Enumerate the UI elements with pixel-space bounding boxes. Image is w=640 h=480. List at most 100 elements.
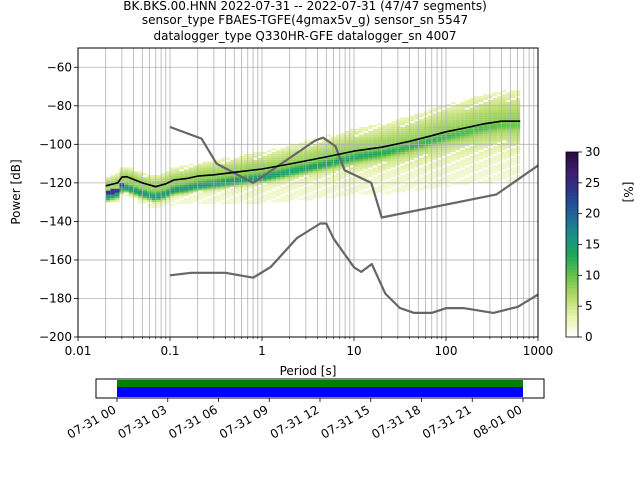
heatmap-cell — [326, 186, 332, 189]
heatmap-cell — [437, 175, 442, 178]
heatmap-cell — [326, 163, 332, 166]
heatmap-cell — [124, 169, 129, 172]
heatmap-cell — [441, 119, 447, 122]
heatmap-cell — [358, 146, 364, 149]
heatmap-cell — [405, 152, 410, 154]
heatmap-cell — [312, 152, 318, 154]
heatmap-cell — [299, 159, 304, 162]
heatmap-cell — [165, 198, 171, 201]
heatmap-cell — [183, 175, 189, 178]
heatmap-cell — [506, 113, 511, 116]
heatmap-cell — [474, 157, 479, 160]
heatmap-cell — [409, 148, 415, 151]
heatmap-cell — [133, 171, 138, 174]
heatmap-cell — [225, 175, 231, 178]
heatmap-cell — [492, 123, 498, 126]
heatmap-cell — [483, 128, 488, 131]
heatmap-cell — [299, 155, 304, 158]
heatmap-cell — [230, 190, 235, 193]
heatmap-cell — [501, 126, 507, 129]
heatmap-cell — [358, 175, 364, 178]
heatmap-cell — [377, 169, 383, 172]
heatmap-cell — [345, 142, 350, 145]
heatmap-cell — [451, 140, 456, 143]
heatmap-cell — [418, 152, 424, 154]
heatmap-cell — [409, 167, 415, 170]
heatmap-cell — [317, 182, 323, 185]
heatmap-cell — [414, 126, 419, 129]
heatmap-cell — [483, 153, 488, 156]
heatmap-cell — [253, 163, 258, 166]
heatmap-cell — [460, 101, 465, 104]
heatmap-cell — [160, 188, 166, 191]
heatmap-cell — [409, 184, 415, 187]
heatmap-cell — [492, 101, 498, 104]
heatmap-cell — [483, 113, 488, 116]
heatmap-cell — [271, 196, 277, 199]
heatmap-cell — [405, 125, 410, 127]
heatmap-cell — [308, 161, 313, 164]
heatmap-cell — [322, 188, 327, 191]
heatmap-cell — [428, 148, 433, 151]
heatmap-cell — [207, 165, 212, 168]
heatmap-cell — [469, 126, 475, 129]
y-tick-label: −180 — [39, 291, 72, 305]
heatmap-cell — [441, 167, 447, 170]
heatmap-cell — [391, 155, 396, 158]
heatmap-cell — [377, 179, 383, 181]
heatmap-cell — [386, 175, 392, 178]
heatmap-cell — [294, 180, 300, 183]
heatmap-cell — [437, 148, 442, 151]
heatmap-cell — [428, 109, 433, 112]
heatmap-cell — [464, 182, 470, 185]
heatmap-cell — [202, 165, 208, 168]
heatmap-cell — [105, 190, 111, 193]
heatmap-cell — [299, 175, 304, 178]
heatmap-cell — [110, 177, 115, 180]
heatmap-cell — [358, 179, 364, 181]
heatmap-cell — [322, 148, 327, 151]
heatmap-cell — [156, 175, 161, 178]
heatmap-cell — [478, 130, 484, 133]
heatmap-cell — [455, 157, 461, 160]
heatmap-cell — [492, 103, 498, 106]
heatmap-cell — [469, 161, 475, 164]
heatmap-cell — [510, 173, 516, 176]
colorbar-swatch — [566, 293, 578, 298]
heatmap-cell — [510, 128, 516, 131]
heatmap-cell — [377, 150, 383, 153]
heatmap-cell — [455, 119, 461, 122]
heatmap-cell — [322, 167, 327, 170]
heatmap-cell — [220, 182, 226, 185]
colorbar-swatch — [566, 312, 578, 316]
heatmap-cell — [474, 173, 479, 176]
heatmap-cell — [464, 150, 470, 153]
heatmap-cell — [216, 161, 221, 164]
heatmap-cell — [432, 180, 438, 183]
heatmap-cell — [312, 169, 318, 172]
heatmap-cell — [179, 188, 184, 191]
heatmap-cell — [216, 179, 221, 181]
heatmap-cell — [460, 134, 465, 137]
heatmap-cell — [335, 159, 341, 162]
heatmap-cell — [492, 165, 498, 168]
heatmap-cell — [285, 146, 290, 149]
heatmap-cell — [322, 144, 327, 147]
heatmap-cell — [216, 165, 221, 168]
heatmap-cell — [418, 130, 424, 133]
heatmap-cell — [183, 180, 189, 183]
heatmap-cell — [483, 140, 488, 143]
heatmap-cell — [179, 184, 184, 187]
heatmap-cell — [216, 184, 221, 187]
heatmap-cell — [285, 188, 290, 191]
heatmap-cell — [405, 153, 410, 156]
heatmap-cell — [478, 173, 484, 176]
heatmap-cell — [253, 194, 258, 197]
heatmap-cell — [133, 196, 138, 199]
heatmap-cell — [510, 92, 516, 95]
heatmap-cell — [345, 173, 350, 176]
heatmap-cell — [437, 119, 442, 122]
heatmap-cell — [349, 179, 355, 181]
colorbar-tick-label: 10 — [585, 268, 600, 282]
heatmap-cell — [510, 144, 516, 147]
